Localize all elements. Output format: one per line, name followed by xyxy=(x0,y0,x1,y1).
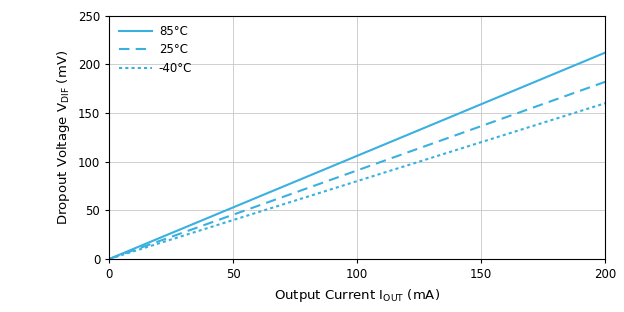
Y-axis label: Dropout Voltage V$\mathregular{_{DIF}}$ (mV): Dropout Voltage V$\mathregular{_{DIF}}$ … xyxy=(56,50,72,225)
X-axis label: Output Current I$\mathregular{_{OUT}}$ (mA): Output Current I$\mathregular{_{OUT}}$ (… xyxy=(274,286,441,304)
Legend: 85°C, 25°C, -40°C: 85°C, 25°C, -40°C xyxy=(115,22,196,78)
